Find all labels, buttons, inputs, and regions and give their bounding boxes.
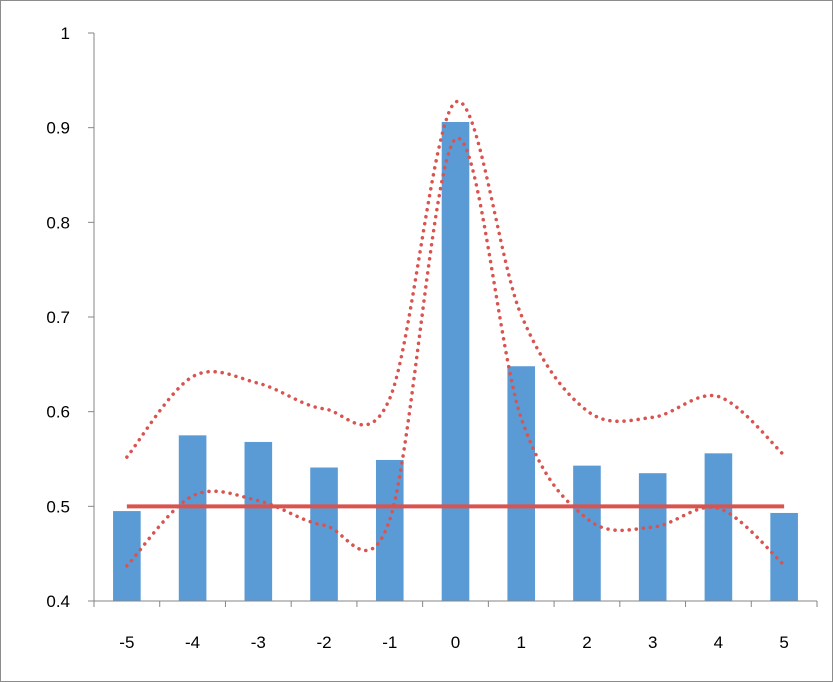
y-tick-label: 0.4 — [46, 592, 70, 611]
x-tick-label: 1 — [516, 633, 525, 652]
y-tick-label: 0.7 — [46, 308, 70, 327]
bar-0 — [441, 121, 470, 602]
x-tick-label: 2 — [582, 633, 591, 652]
bar-3 — [638, 473, 667, 601]
bar-1 — [507, 366, 536, 601]
x-tick-label: -4 — [185, 633, 200, 652]
x-tick-label: -1 — [382, 633, 397, 652]
y-tick-label: 1 — [61, 24, 70, 43]
x-tick-label: -2 — [316, 633, 331, 652]
y-tick-label: 0.6 — [46, 403, 70, 422]
x-tick-label: 5 — [779, 633, 788, 652]
series-line-dotted-3 — [125, 136, 786, 568]
y-tick-label: 0.5 — [46, 497, 70, 516]
bar--1 — [375, 459, 404, 601]
bar--3 — [244, 441, 273, 601]
bar-4 — [704, 453, 733, 601]
bar--2 — [310, 467, 338, 601]
x-tick-label: 0 — [451, 633, 460, 652]
x-tick-label: -5 — [119, 633, 134, 652]
x-tick-label: -3 — [251, 633, 266, 652]
y-tick-label: 0.8 — [46, 213, 70, 232]
bar-2 — [573, 465, 601, 601]
bar--4 — [178, 435, 207, 601]
bar-5 — [770, 512, 798, 601]
x-tick-label: 3 — [648, 633, 657, 652]
series-line-dotted-2 — [125, 99, 786, 459]
x-tick-label: 4 — [714, 633, 723, 652]
y-tick-label: 0.9 — [46, 119, 70, 138]
